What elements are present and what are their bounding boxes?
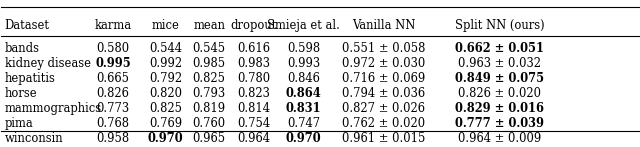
Text: 0.970: 0.970 [148, 132, 184, 146]
Text: horse: horse [4, 87, 37, 100]
Text: 0.747: 0.747 [287, 117, 320, 130]
Text: 0.544: 0.544 [149, 42, 182, 55]
Text: Vanilla NN: Vanilla NN [352, 19, 415, 32]
Text: 0.827 ± 0.026: 0.827 ± 0.026 [342, 102, 425, 115]
Text: hepatitis: hepatitis [4, 72, 56, 85]
Text: 0.825: 0.825 [193, 72, 226, 85]
Text: 0.964 ± 0.009: 0.964 ± 0.009 [458, 132, 541, 146]
Text: 0.814: 0.814 [237, 102, 270, 115]
Text: Dataset: Dataset [4, 19, 49, 32]
Text: bands: bands [4, 42, 40, 55]
Text: 0.823: 0.823 [237, 87, 270, 100]
Text: mammographics: mammographics [4, 102, 102, 115]
Text: 0.826 ± 0.020: 0.826 ± 0.020 [458, 87, 541, 100]
Text: 0.849 ± 0.075: 0.849 ± 0.075 [455, 72, 544, 85]
Text: 0.964: 0.964 [237, 132, 270, 146]
Text: 0.665: 0.665 [97, 72, 129, 85]
Text: 0.965: 0.965 [193, 132, 226, 146]
Text: 0.970: 0.970 [285, 132, 321, 146]
Text: 0.773: 0.773 [97, 102, 129, 115]
Text: 0.792: 0.792 [149, 72, 182, 85]
Text: 0.769: 0.769 [149, 117, 182, 130]
Text: 0.829 ± 0.016: 0.829 ± 0.016 [455, 102, 544, 115]
Text: 0.762 ± 0.020: 0.762 ± 0.020 [342, 117, 426, 130]
Text: mean: mean [193, 19, 225, 32]
Text: 0.780: 0.780 [237, 72, 270, 85]
Text: pima: pima [4, 117, 33, 130]
Text: karma: karma [94, 19, 131, 32]
Text: 0.768: 0.768 [97, 117, 129, 130]
Text: 0.793: 0.793 [193, 87, 226, 100]
Text: 0.826: 0.826 [97, 87, 129, 100]
Text: 0.760: 0.760 [193, 117, 226, 130]
Text: 0.864: 0.864 [285, 87, 321, 100]
Text: Split NN (ours): Split NN (ours) [455, 19, 545, 32]
Text: winconsin: winconsin [4, 132, 63, 146]
Text: 0.985: 0.985 [193, 57, 226, 70]
Text: 0.961 ± 0.015: 0.961 ± 0.015 [342, 132, 426, 146]
Text: 0.995: 0.995 [95, 57, 131, 70]
Text: 0.983: 0.983 [237, 57, 270, 70]
Text: Smieja et al.: Smieja et al. [267, 19, 340, 32]
Text: 0.846: 0.846 [287, 72, 320, 85]
Text: 0.993: 0.993 [287, 57, 320, 70]
Text: mice: mice [152, 19, 180, 32]
Text: 0.819: 0.819 [193, 102, 226, 115]
Text: 0.551 ± 0.058: 0.551 ± 0.058 [342, 42, 426, 55]
Text: 0.777 ± 0.039: 0.777 ± 0.039 [455, 117, 544, 130]
Text: 0.580: 0.580 [97, 42, 129, 55]
Text: 0.972 ± 0.030: 0.972 ± 0.030 [342, 57, 426, 70]
Text: 0.825: 0.825 [149, 102, 182, 115]
Text: 0.662 ± 0.051: 0.662 ± 0.051 [455, 42, 544, 55]
Text: kidney disease: kidney disease [4, 57, 91, 70]
Text: 0.820: 0.820 [149, 87, 182, 100]
Text: 0.754: 0.754 [237, 117, 270, 130]
Text: 0.616: 0.616 [237, 42, 270, 55]
Text: 0.831: 0.831 [285, 102, 321, 115]
Text: 0.992: 0.992 [149, 57, 182, 70]
Text: 0.958: 0.958 [97, 132, 129, 146]
Text: 0.963 ± 0.032: 0.963 ± 0.032 [458, 57, 541, 70]
Text: 0.545: 0.545 [193, 42, 226, 55]
Text: 0.716 ± 0.069: 0.716 ± 0.069 [342, 72, 426, 85]
Text: 0.794 ± 0.036: 0.794 ± 0.036 [342, 87, 426, 100]
Text: 0.598: 0.598 [287, 42, 320, 55]
Text: dropout: dropout [230, 19, 277, 32]
